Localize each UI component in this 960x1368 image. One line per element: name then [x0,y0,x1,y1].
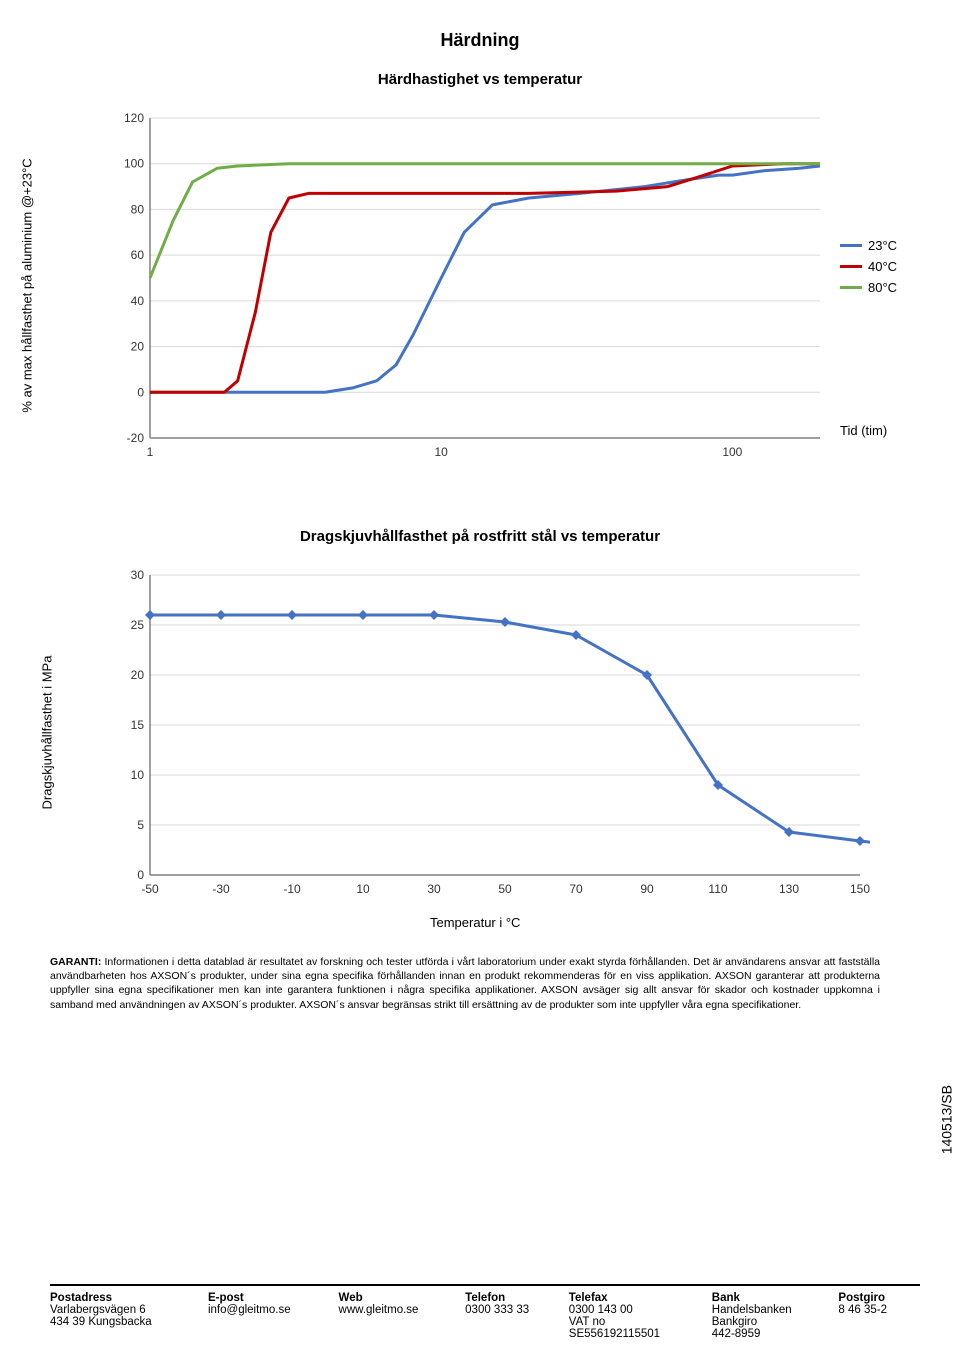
footer: Postadress E-post Web Telefon Telefax Ba… [50,1284,920,1340]
svg-text:90: 90 [640,882,654,896]
svg-text:25: 25 [131,618,145,632]
chart2-ylabel: Dragskjuvhållfasthet i MPa [39,656,54,810]
svg-text:100: 100 [124,157,144,171]
sidecode: 140513/SB [938,1085,954,1154]
chart1-plot: -20020406080100120110100 [110,108,830,468]
chart1-subtitle: Härdhastighet vs temperatur [0,71,960,88]
footer-row: SE556192115501 442-8959 [50,1328,920,1340]
footer-cell: Handelsbanken [712,1304,839,1316]
footer-cell: 442-8959 [712,1328,839,1340]
svg-text:110: 110 [708,882,727,896]
footer-h-postgiro: Postgiro [838,1292,920,1304]
footer-cell: 8 46 35-2 [838,1304,920,1316]
svg-text:15: 15 [131,718,145,732]
chart2-plot: 0 5 10 15 20 25 30 -50 -30 -10 10 30 50 70 90 110 130 150 [110,565,870,905]
svg-text:1: 1 [147,445,154,459]
chart2-xlabel: Temperatur i °C [430,915,520,930]
legend-label: 80°C [868,280,897,295]
footer-cell [208,1316,339,1328]
chart1-xlabel: Tid (tim) [840,423,887,438]
footer-cell [465,1316,569,1328]
svg-text:120: 120 [124,111,144,125]
svg-text:60: 60 [131,248,145,262]
svg-text:0: 0 [137,868,144,882]
svg-text:30: 30 [427,882,441,896]
footer-cell: 434 39 Kungsbacka [50,1316,208,1328]
legend-item-80c: 80°C [840,280,897,295]
svg-text:150: 150 [850,882,870,896]
footer-row: 434 39 Kungsbacka VAT no Bankgiro [50,1316,920,1328]
svg-text:80: 80 [131,202,145,216]
svg-text:10: 10 [131,768,145,782]
footer-cell: www.gleitmo.se [339,1304,466,1316]
svg-text:5: 5 [137,818,144,832]
footer-table: Postadress E-post Web Telefon Telefax Ba… [50,1292,920,1340]
footer-cell [838,1316,920,1328]
svg-text:130: 130 [779,882,799,896]
svg-text:50: 50 [498,882,512,896]
svg-text:10: 10 [356,882,370,896]
footer-header-row: Postadress E-post Web Telefon Telefax Ba… [50,1292,920,1304]
footer-cell [838,1328,920,1340]
footer-h-postadress: Postadress [50,1292,208,1304]
svg-text:100: 100 [722,445,742,459]
legend-label: 23°C [868,238,897,253]
footer-cell [465,1328,569,1340]
svg-text:70: 70 [569,882,583,896]
footer-cell: VAT no [569,1316,712,1328]
footer-cell: Varlabergsvägen 6 [50,1304,208,1316]
footer-h-telefon: Telefon [465,1292,569,1304]
svg-text:-10: -10 [283,882,301,896]
svg-text:-50: -50 [141,882,159,896]
svg-text:20: 20 [131,668,145,682]
svg-text:30: 30 [131,568,145,582]
svg-text:-20: -20 [127,431,145,445]
footer-cell: 0300 143 00 [569,1304,712,1316]
footer-cell: SE556192115501 [569,1328,712,1340]
page-title: Härdning [0,0,960,51]
footer-cell: Bankgiro [712,1316,839,1328]
footer-cell [208,1328,339,1340]
chart1-region: % av max hållfasthet på aluminium @+23°C… [40,98,920,488]
chart1-ylabel: % av max hållfasthet på aluminium @+23°C [20,158,35,412]
disclaimer: GARANTI: Informationen i detta datablad … [50,955,880,1012]
footer-row: Varlabergsvägen 6 info@gleitmo.se www.gl… [50,1304,920,1316]
footer-h-epost: E-post [208,1292,339,1304]
svg-text:20: 20 [131,340,145,354]
svg-text:-30: -30 [212,882,230,896]
chart1-legend: 23°C 40°C 80°C [840,238,897,301]
footer-h-bank: Bank [712,1292,839,1304]
legend-label: 40°C [868,259,897,274]
disclaimer-label: GARANTI: [50,956,101,968]
footer-h-web: Web [339,1292,466,1304]
svg-text:0: 0 [137,385,144,399]
legend-item-40c: 40°C [840,259,897,274]
footer-h-telefax: Telefax [569,1292,712,1304]
footer-cell [50,1328,208,1340]
chart2-subtitle: Dragskjuvhållfasthet på rostfritt stål v… [0,528,960,545]
footer-cell [339,1328,466,1340]
svg-text:10: 10 [434,445,448,459]
footer-cell: info@gleitmo.se [208,1304,339,1316]
footer-cell [339,1316,466,1328]
disclaimer-text: Informationen i detta datablad är result… [50,956,880,1011]
legend-item-23c: 23°C [840,238,897,253]
footer-cell: 0300 333 33 [465,1304,569,1316]
svg-text:40: 40 [131,294,145,308]
chart2-region: Dragskjuvhållfasthet i MPa 0 5 10 15 20 25 30 -… [40,555,920,935]
